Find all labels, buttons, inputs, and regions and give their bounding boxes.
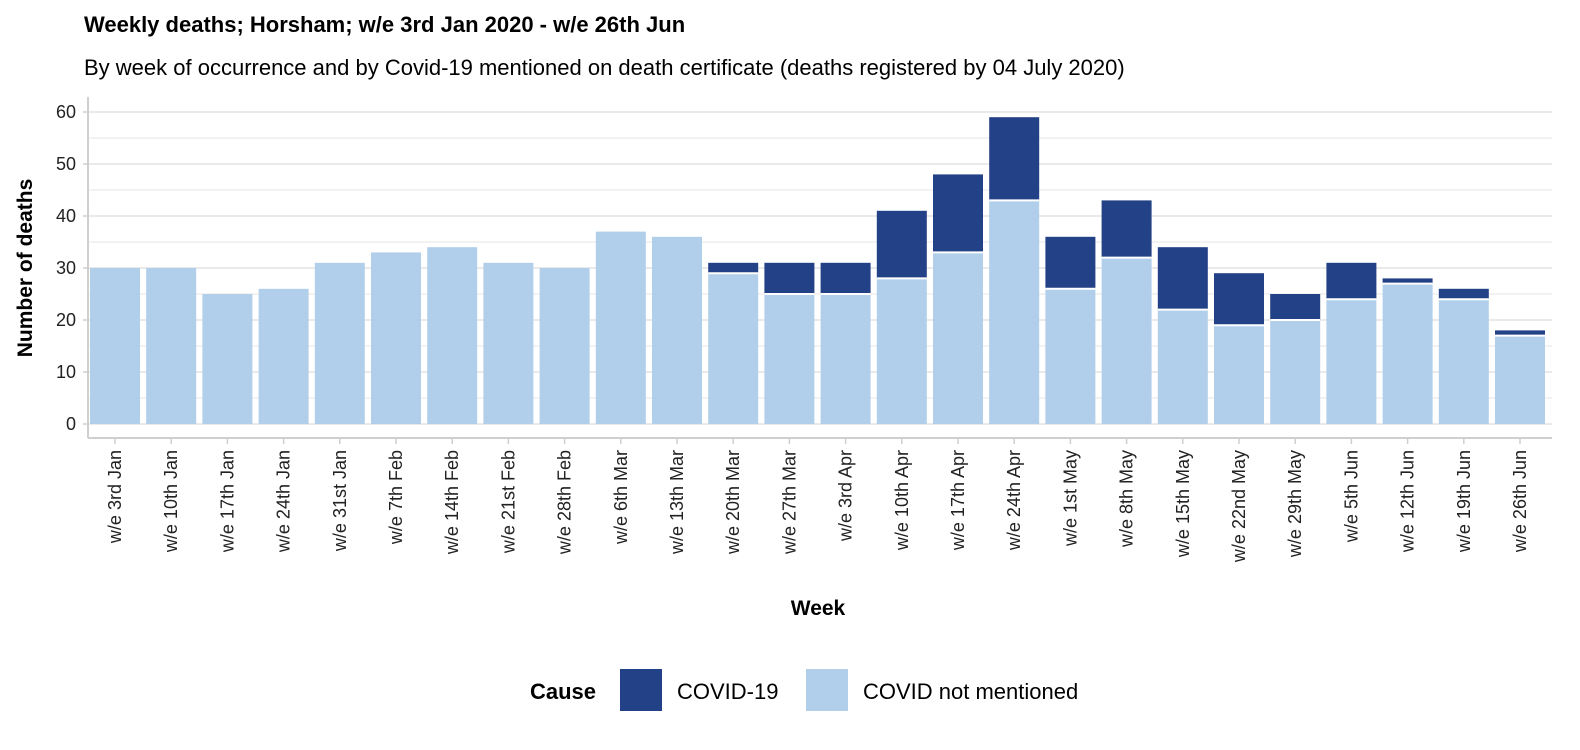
- y-tick-label: 30: [56, 258, 76, 278]
- x-tick-label: w/e 22nd May: [1229, 450, 1249, 563]
- x-tick-label: w/e 8th May: [1117, 450, 1137, 548]
- x-tick-label: w/e 7th Feb: [386, 450, 406, 545]
- x-tick-label: w/e 29th May: [1285, 450, 1305, 558]
- bar-covid-not-mentioned: [483, 262, 534, 424]
- bar-covid-19: [933, 174, 983, 253]
- x-tick-label: w/e 21st Feb: [498, 450, 518, 554]
- bar-covid-not-mentioned: [90, 268, 140, 424]
- x-tick-label: w/e 14th Feb: [442, 450, 462, 555]
- bar-covid-not-mentioned: [314, 262, 365, 424]
- y-tick-label: 0: [66, 414, 76, 434]
- bar-covid-19: [1382, 278, 1433, 284]
- bar-covid-not-mentioned: [820, 294, 871, 424]
- x-tick-label: w/e 12th Jun: [1398, 450, 1418, 553]
- bar-covid-19: [989, 117, 1040, 201]
- x-tick-label: w/e 27th Mar: [779, 450, 799, 555]
- y-tick-label: 40: [56, 206, 76, 226]
- bar-covid-19: [1438, 288, 1489, 300]
- legend-item-label: COVID not mentioned: [863, 679, 1078, 704]
- axes: [83, 97, 1552, 444]
- bar-covid-19: [1270, 294, 1321, 320]
- x-tick-label: w/e 24th Jan: [274, 450, 294, 553]
- bar-covid-19: [876, 210, 927, 279]
- bar-covid-19: [820, 262, 871, 294]
- legend-swatch: [620, 669, 662, 711]
- y-tick-labels: 0 10 20 30 40 50 60: [56, 102, 76, 434]
- x-tick-label: w/e 1st May: [1060, 450, 1080, 547]
- y-tick-label: 60: [56, 102, 76, 122]
- bar-covid-19: [1495, 330, 1545, 336]
- bar-covid-not-mentioned: [258, 288, 309, 424]
- x-tick-label: w/e 13th Mar: [667, 450, 687, 555]
- x-tick-labels: w/e 3rd Jan w/e 10th Jan w/e 17th Jan w/e 2…: [105, 450, 1530, 563]
- x-tick-label: w/e 3rd Jan: [105, 450, 125, 544]
- bar-covid-not-mentioned: [539, 268, 590, 424]
- bar-covid-not-mentioned: [1438, 299, 1489, 424]
- chart-subtitle: By week of occurrence and by Covid-19 me…: [84, 55, 1125, 80]
- legend-item-label: COVID-19: [677, 679, 778, 704]
- bar-covid-not-mentioned: [1101, 257, 1152, 424]
- x-tick-label: w/e 17th Jan: [217, 450, 237, 553]
- x-tick-label: w/e 17th Apr: [948, 450, 968, 551]
- bar-covid-not-mentioned: [764, 294, 815, 424]
- x-tick-label: w/e 3rd Apr: [836, 450, 856, 542]
- bar-covid-not-mentioned: [595, 231, 646, 424]
- y-axis-title: Number of deaths: [14, 179, 37, 358]
- bar-covid-not-mentioned: [652, 236, 702, 424]
- bar-covid-not-mentioned: [876, 278, 927, 424]
- x-tick-label: w/e 19th Jun: [1454, 450, 1474, 553]
- x-tick-label: w/e 10th Jan: [161, 450, 181, 553]
- bar-covid-19: [1101, 200, 1152, 258]
- bar-covid-not-mentioned: [1382, 283, 1433, 424]
- y-tick-label: 10: [56, 362, 76, 382]
- bar-covid-not-mentioned: [1270, 320, 1321, 424]
- bar-covid-not-mentioned: [1045, 288, 1096, 424]
- legend-title: Cause: [530, 679, 596, 704]
- bar-covid-not-mentioned: [1214, 325, 1264, 424]
- bar-covid-not-mentioned: [427, 247, 478, 424]
- legend-swatch: [806, 669, 848, 711]
- legend: Cause COVID-19 COVID not mentioned: [530, 669, 1078, 711]
- x-tick-label: w/e 15th May: [1173, 450, 1193, 558]
- x-tick-label: w/e 10th Apr: [892, 450, 912, 551]
- x-tick-label: w/e 24th Apr: [1004, 450, 1024, 551]
- bar-covid-19: [708, 262, 759, 274]
- bar-covid-not-mentioned: [933, 252, 983, 424]
- bar-covid-not-mentioned: [1495, 335, 1545, 424]
- bar-covid-not-mentioned: [1326, 299, 1377, 424]
- bar-covid-19: [1326, 262, 1377, 300]
- x-tick-label: w/e 31st Jan: [330, 450, 350, 552]
- bar-covid-19: [1157, 247, 1208, 310]
- bar-covid-not-mentioned: [1157, 309, 1208, 424]
- x-tick-label: w/e 20th Mar: [723, 450, 743, 555]
- bar-covid-not-mentioned: [371, 252, 421, 424]
- y-tick-label: 20: [56, 310, 76, 330]
- bar-covid-19: [764, 262, 815, 294]
- y-tick-label: 50: [56, 154, 76, 174]
- x-axis-title: Week: [791, 597, 846, 620]
- bars: [90, 117, 1545, 424]
- x-tick-label: w/e 6th Mar: [611, 450, 631, 545]
- x-tick-label: w/e 26th Jun: [1510, 450, 1530, 553]
- x-tick-label: w/e 28th Feb: [555, 450, 575, 555]
- bar-covid-19: [1045, 236, 1096, 289]
- bar-covid-not-mentioned: [989, 200, 1040, 424]
- bar-covid-not-mentioned: [202, 294, 253, 424]
- x-tick-label: w/e 5th Jun: [1341, 450, 1361, 543]
- bar-covid-19: [1214, 273, 1264, 326]
- bar-covid-not-mentioned: [146, 268, 197, 424]
- bar-covid-not-mentioned: [708, 273, 759, 424]
- chart-title: Weekly deaths; Horsham; w/e 3rd Jan 2020…: [84, 12, 686, 37]
